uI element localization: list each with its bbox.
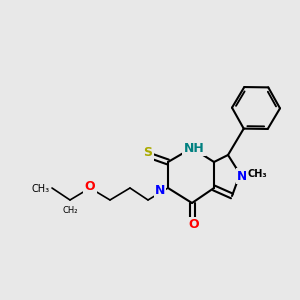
Text: N: N [155,184,165,197]
Text: S: S [143,146,152,160]
Text: CH₃: CH₃ [247,169,267,179]
Text: N: N [237,169,247,182]
Text: NH: NH [184,142,204,154]
Text: CH₂: CH₂ [62,206,78,215]
Text: O: O [189,218,199,232]
Text: O: O [85,179,95,193]
Text: CH₃: CH₃ [32,184,50,194]
